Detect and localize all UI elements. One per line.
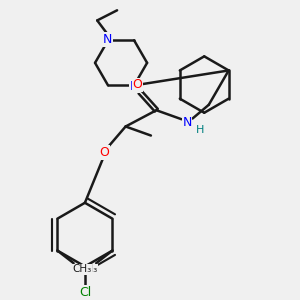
Text: H: H xyxy=(196,125,204,135)
Text: N: N xyxy=(103,33,112,46)
Text: N: N xyxy=(182,116,192,129)
Text: O: O xyxy=(132,78,142,92)
Text: Cl: Cl xyxy=(79,286,91,299)
Text: O: O xyxy=(100,146,110,159)
Text: CH₃: CH₃ xyxy=(72,264,92,274)
Text: N: N xyxy=(130,80,139,93)
Text: CH₃: CH₃ xyxy=(78,264,98,274)
